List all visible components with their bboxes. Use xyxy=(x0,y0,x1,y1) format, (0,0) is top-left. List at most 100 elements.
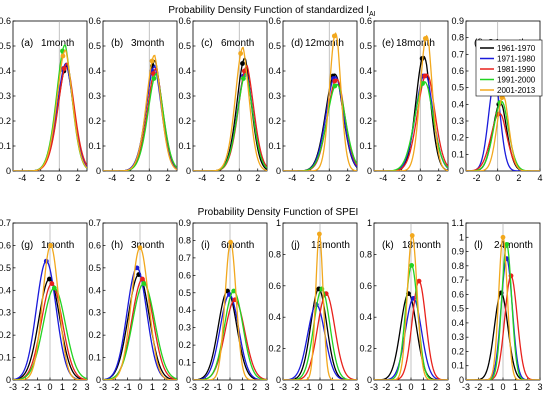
series-peak-point xyxy=(409,233,415,238)
y-tick-label: 0.6 xyxy=(0,16,11,26)
y-tick-label: 0.2 xyxy=(451,346,464,356)
series-peak-point xyxy=(240,61,245,66)
panel-label: (i) xyxy=(201,240,210,251)
y-tick-label: 0.5 xyxy=(0,263,11,273)
y-tick-label: 0 xyxy=(276,375,281,385)
panel-h: 00.10.20.30.40.50.60.7-3 -2 -1 0 1 2 3(h) 3mont… xyxy=(88,218,179,392)
y-tick-label: 0.6 xyxy=(451,66,464,76)
x-tick-label: -3 xyxy=(279,382,287,392)
panel-label: (d) xyxy=(291,38,303,49)
y-tick-label: 0.7 xyxy=(451,275,464,285)
y-tick-label: 1.1 xyxy=(451,218,464,228)
x-tick-label: -2 xyxy=(127,173,135,183)
y-tick-label: 0.4 xyxy=(451,99,464,109)
y-tick-label: 0.3 xyxy=(359,91,372,101)
series-peak-point xyxy=(141,281,147,286)
y-tick-label: 0.4 xyxy=(268,312,281,322)
legend-label: 1971-1980 xyxy=(497,55,536,64)
y-tick-label: 0 xyxy=(459,375,464,385)
x-tick-label: -1 xyxy=(395,382,403,392)
panel-title: 1month xyxy=(41,38,74,49)
y-tick-label: 0.2 xyxy=(359,116,372,126)
series-peak-point xyxy=(331,33,337,39)
series-peak-point xyxy=(409,262,415,268)
x-tick-label: 0 xyxy=(418,173,423,183)
series-peak-point xyxy=(241,76,246,81)
x-tick-label: 2 xyxy=(345,173,350,183)
x-tick-label: 2 xyxy=(162,382,167,392)
series-peak-point xyxy=(500,234,506,240)
y-tick-label: 0.9 xyxy=(451,247,464,257)
x-tick-label: 0 xyxy=(327,173,332,183)
series-peak-point xyxy=(504,242,510,247)
panel-a: 0 0.1 0.2 0.3 0.4 0.5 0.6 -4 -2 0 2 (a) 1month xyxy=(0,16,88,183)
x-tick-label: 2 xyxy=(525,382,530,392)
y-tick-label: 1 xyxy=(459,232,464,242)
x-tick-label: -4 xyxy=(108,173,116,183)
x-tick-label: 0 xyxy=(47,382,52,392)
y-tick-label: 0.2 xyxy=(178,116,191,126)
series-peak-point xyxy=(51,285,57,291)
y-tick-label: 0.1 xyxy=(451,149,464,159)
series-peak-point xyxy=(49,281,55,286)
panel-label: (l) xyxy=(474,240,483,251)
x-tick-label: 0 xyxy=(317,382,322,392)
x-tick-label: -1 xyxy=(304,382,312,392)
y-tick-label: 0.4 xyxy=(359,66,372,76)
y-tick-label: 0.3 xyxy=(451,116,464,126)
series-line xyxy=(193,73,267,171)
x-tick-label: -2 xyxy=(37,173,45,183)
panel-title: 18month xyxy=(396,38,435,49)
x-tick-label: -2 xyxy=(474,382,482,392)
y-tick-label: 0.9 xyxy=(178,218,191,228)
x-tick-label: 4 xyxy=(537,173,542,183)
x-tick-label: -1 xyxy=(124,382,132,392)
series-line xyxy=(13,49,87,171)
series-line xyxy=(374,280,448,380)
y-tick-label: 0.4 xyxy=(451,318,464,328)
y-tick-label: 0.4 xyxy=(0,285,11,295)
panel-label: (e) xyxy=(382,38,394,49)
y-tick-label: 0.1 xyxy=(178,141,191,151)
y-tick-label: 0.2 xyxy=(178,340,191,350)
series-line xyxy=(193,65,267,171)
series-peak-point xyxy=(231,288,237,294)
panel-label: (k) xyxy=(382,240,394,251)
panel-title: 6month xyxy=(221,38,254,49)
y-tick-label: 1 xyxy=(276,218,281,228)
y-tick-label: 0.1 xyxy=(178,358,191,368)
y-tick-label: 0.5 xyxy=(451,304,464,314)
panel-title: 3month xyxy=(131,38,164,49)
y-tick-label: 0 xyxy=(186,375,191,385)
x-tick-label: 3 xyxy=(445,382,450,392)
series-peak-point xyxy=(61,66,67,71)
y-tick-label: 0.4 xyxy=(178,305,191,315)
x-tick-label: -2 xyxy=(382,382,390,392)
x-tick-label: -3 xyxy=(370,382,378,392)
y-tick-label: 0.5 xyxy=(268,41,281,51)
x-tick-label: 2 xyxy=(342,382,347,392)
series-peak-point xyxy=(151,71,156,76)
x-tick-label: -3 xyxy=(189,382,197,392)
y-tick-label: 0.3 xyxy=(88,91,101,101)
y-tick-label: 0.2 xyxy=(88,330,101,340)
panel-title: 12month xyxy=(305,38,344,49)
y-tick-label: 0.8 xyxy=(268,249,281,259)
y-tick-label: 0.3 xyxy=(178,91,191,101)
panel-label: (c) xyxy=(201,38,213,49)
legend-label: 1991-2000 xyxy=(497,76,536,85)
y-tick-label: 0.1 xyxy=(0,141,11,151)
y-tick-label: 0.7 xyxy=(451,49,464,59)
panel-b: 0 0.1 0.2 0.3 0.4 0.5 0.6 -4 -2 0 2 (b) 3month xyxy=(88,16,178,183)
x-tick-label: -2 xyxy=(473,173,481,183)
series-peak-point xyxy=(422,36,428,41)
y-tick-label: 0.8 xyxy=(451,261,464,271)
y-tick-label: 0.4 xyxy=(359,312,372,322)
series-peak-point xyxy=(499,95,505,101)
y-tick-label: 0.3 xyxy=(0,308,11,318)
series-peak-point xyxy=(241,68,247,74)
y-tick-label: 0.3 xyxy=(178,323,191,333)
panel-label: (b) xyxy=(111,38,123,49)
x-tick-label: -2 xyxy=(217,173,225,183)
x-tick-label: -4 xyxy=(379,173,387,183)
